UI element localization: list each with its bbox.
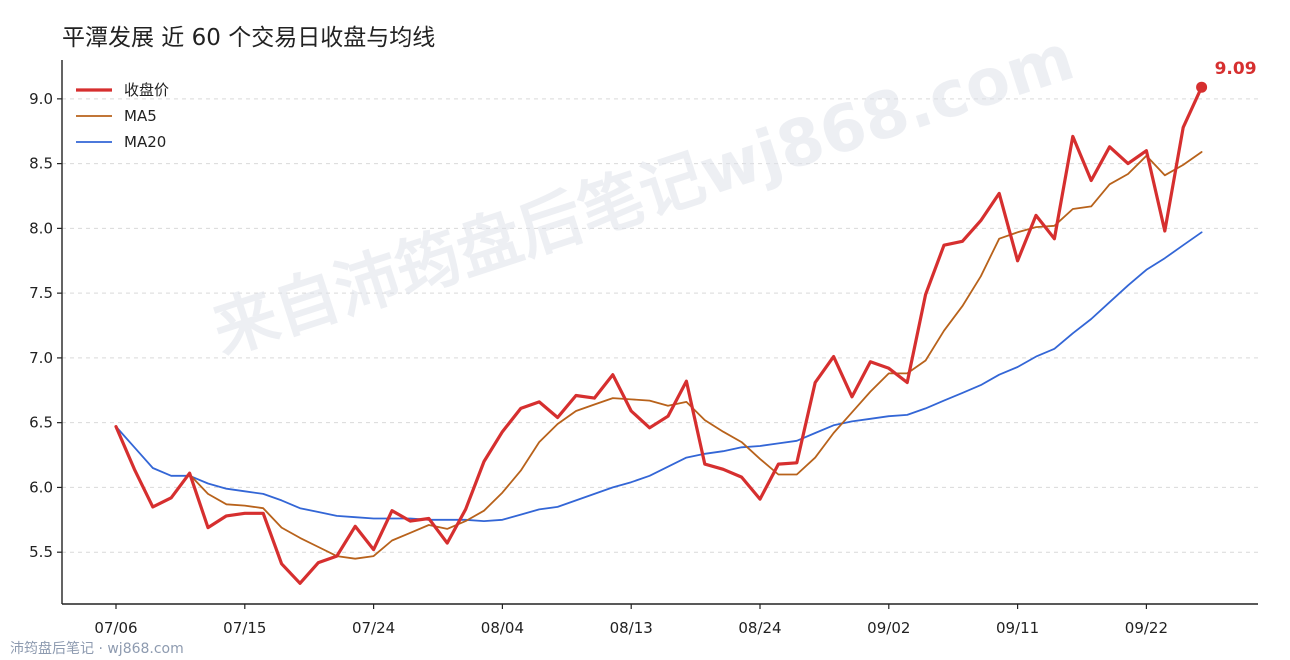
axes <box>61 60 1258 605</box>
y-tick-label: 5.5 <box>29 543 53 561</box>
y-tick-label: 8.5 <box>29 155 53 173</box>
y-tick-label: 6.0 <box>29 478 53 496</box>
x-tick-label: 07/06 <box>94 619 137 637</box>
series-line-close <box>114 85 1204 585</box>
chart-title: 平潭发展 近 60 个交易日收盘与均线 <box>62 25 435 51</box>
x-tick-label: 07/24 <box>352 619 395 637</box>
x-tick-label: 08/24 <box>738 619 781 637</box>
x-tick-label: 08/13 <box>610 619 653 637</box>
last-value-marker: 9.09 <box>1196 59 1257 93</box>
legend-label-close: 收盘价 <box>124 81 169 99</box>
last-value-dot <box>1196 81 1208 93</box>
y-axis-ticks: 5.5 6.0 6.5 7.0 7.5 8.0 8.5 9.0 <box>29 90 62 561</box>
watermark-corner: 沛筠盘后笔记 · wj868.com <box>10 640 184 657</box>
watermark: 来自沛筠盘后笔记wj868.com <box>204 21 1082 369</box>
x-tick-label: 07/15 <box>223 619 266 637</box>
series-line-ma20 <box>115 231 1203 522</box>
legend-label-ma20: MA20 <box>124 133 166 151</box>
x-tick-label: 08/04 <box>481 619 524 637</box>
x-axis-ticks: 07/06 07/15 07/24 08/04 08/13 08/24 09/02 09/11… <box>94 604 1168 637</box>
y-tick-label: 8.0 <box>29 219 53 237</box>
series-line-ma5 <box>188 151 1203 560</box>
x-tick-label: 09/22 <box>1125 619 1168 637</box>
x-tick-label: 09/11 <box>996 619 1039 637</box>
y-tick-label: 7.0 <box>29 349 53 367</box>
legend-label-ma5: MA5 <box>124 107 157 125</box>
x-tick-label: 09/02 <box>867 619 910 637</box>
y-tick-label: 6.5 <box>29 414 53 432</box>
last-value-label: 9.09 <box>1215 59 1257 79</box>
y-tick-label: 9.0 <box>29 90 53 108</box>
series-group <box>114 85 1204 585</box>
legend: 收盘价 MA5 MA20 <box>76 81 169 151</box>
y-tick-label: 7.5 <box>29 284 53 302</box>
